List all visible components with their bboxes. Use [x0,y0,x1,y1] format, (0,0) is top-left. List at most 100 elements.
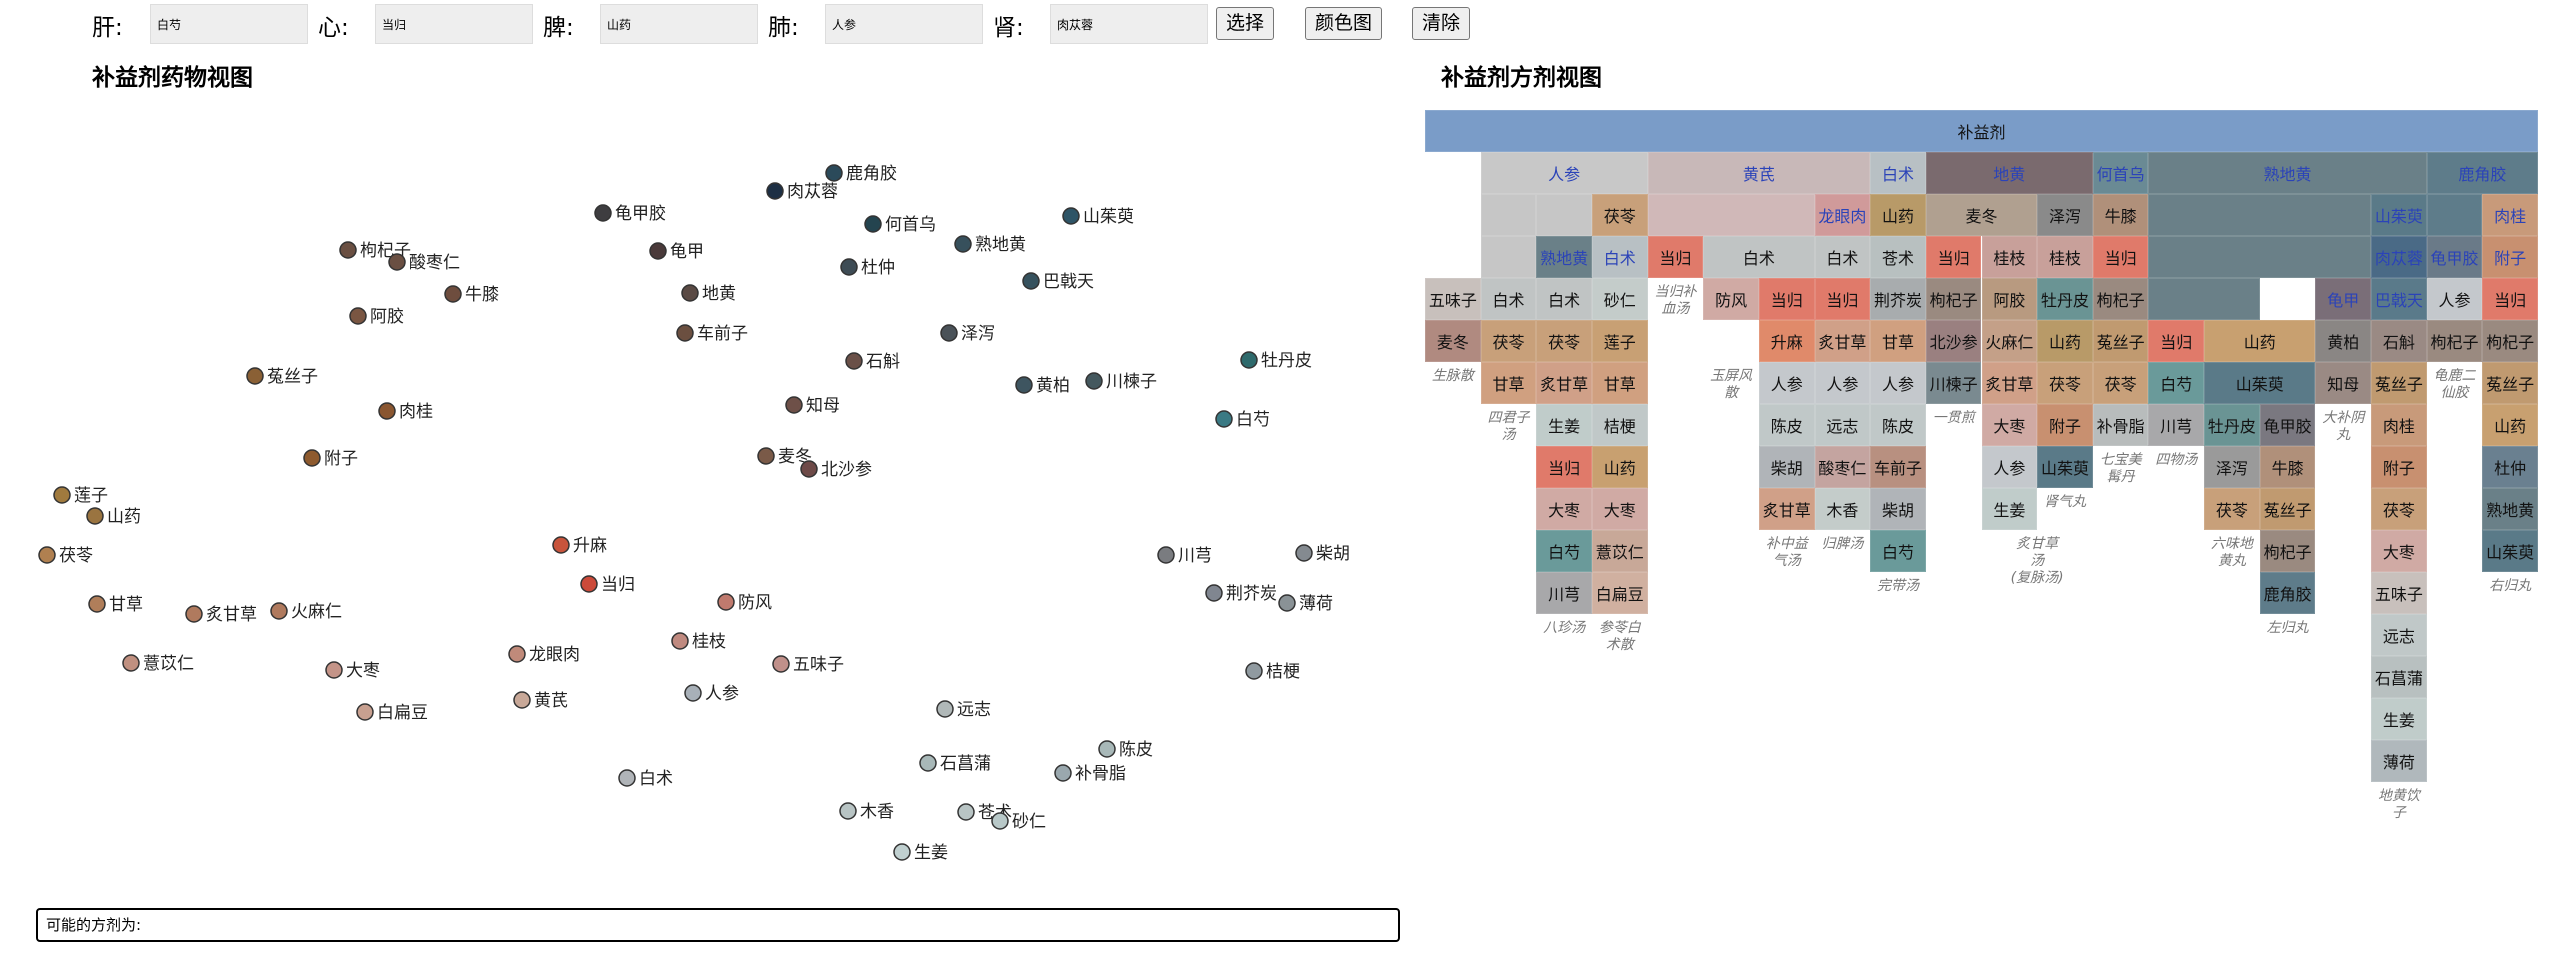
formula-cell[interactable] [2148,278,2260,320]
formula-name[interactable]: 生脉散 [1431,368,1474,384]
herb-node[interactable]: 薏苡仁 [122,654,194,674]
formula-cell[interactable]: 附子 [2371,446,2427,488]
formula-cell[interactable]: 黄芪 [1647,152,1871,194]
formula-cell[interactable]: 砂仁 [1591,278,1648,320]
formula-cell[interactable]: 甘草 [1591,362,1648,404]
formula-cell[interactable]: 桂枝 [2037,236,2093,278]
herb-node[interactable]: 防风 [717,593,772,613]
formula-cell[interactable]: 肉苁蓉 [2371,236,2427,278]
herb-dot[interactable] [684,684,702,702]
herb-node[interactable]: 石菖蒲 [919,754,991,774]
herb-node[interactable]: 五味子 [772,655,844,675]
formula-cell[interactable]: 甘草 [1480,362,1537,404]
heart-input[interactable]: 当归 [375,4,533,44]
formula-cell[interactable]: 人参 [1981,446,2038,488]
herb-dot[interactable] [1085,372,1103,390]
herb-dot[interactable] [766,182,784,200]
formula-cell[interactable]: 熟地黄 [2482,488,2538,530]
herb-node[interactable]: 砂仁 [991,812,1046,832]
formula-cell[interactable]: 白术 [1591,236,1648,278]
formula-cell[interactable]: 茯苓 [2204,488,2260,530]
herb-dot[interactable] [954,235,972,253]
formula-cell[interactable]: 远志 [2371,614,2427,656]
herb-dot[interactable] [676,324,694,342]
herb-node[interactable]: 山药 [86,507,141,527]
herb-dot[interactable] [185,605,203,623]
herb-dot[interactable] [681,284,699,302]
herb-dot[interactable] [618,769,636,787]
herb-dot[interactable] [246,367,264,385]
herb-dot[interactable] [1215,410,1233,428]
herb-dot[interactable] [349,307,367,325]
formula-cell[interactable]: 人参 [1814,362,1871,404]
formula-cell[interactable]: 枸杞子 [1925,278,1982,320]
formula-name[interactable]: 龟鹿二 仙胶 [2433,368,2476,401]
formula-cell[interactable]: 巴戟天 [2371,278,2427,320]
formula-cell[interactable]: 菟丝子 [2371,362,2427,404]
formula-cell[interactable]: 炙甘草 [1814,320,1871,362]
herb-node[interactable]: 龟甲 [649,242,704,262]
herb-dot[interactable] [840,258,858,276]
formula-cell[interactable]: 麦冬 [1425,320,1481,362]
herb-node[interactable]: 炙甘草 [185,605,257,625]
formula-name[interactable]: 六味地 黄丸 [2210,536,2253,569]
herb-node[interactable]: 酸枣仁 [388,253,460,273]
formula-cell[interactable]: 生姜 [1981,488,2038,530]
herb-node[interactable]: 生姜 [893,843,948,863]
herb-dot[interactable] [270,602,288,620]
formula-cell[interactable]: 鹿角胶 [2259,572,2316,614]
herb-node[interactable]: 桂枝 [671,632,726,652]
herb-dot[interactable] [508,645,526,663]
herb-node[interactable]: 肉苁蓉 [766,182,838,202]
formula-cell[interactable]: 熟地黄 [2148,152,2427,194]
formula-cell[interactable]: 茯苓 [2371,488,2427,530]
formula-cell[interactable]: 白扁豆 [1591,572,1648,614]
herb-dot[interactable] [757,447,775,465]
formula-cell[interactable]: 泽泻 [2204,446,2260,488]
formula-cell[interactable]: 当归 [1647,236,1704,278]
formula-cell[interactable]: 防风 [1703,278,1759,320]
formula-cell[interactable]: 大枣 [1536,488,1592,530]
herb-node[interactable]: 牡丹皮 [1240,351,1312,371]
formula-name[interactable]: 八珍汤 [1543,620,1586,636]
herb-node[interactable]: 陈皮 [1098,740,1153,760]
herb-node[interactable]: 木香 [839,802,894,822]
formula-cell[interactable]: 桔梗 [1591,404,1648,446]
formula-name[interactable]: 肾气丸 [2043,494,2086,510]
herb-dot[interactable] [893,843,911,861]
herb-node[interactable]: 阿胶 [349,307,404,327]
herb-node[interactable]: 当归 [580,575,635,595]
herb-dot[interactable] [772,655,790,673]
herb-dot[interactable] [552,536,570,554]
herb-dot[interactable] [88,595,106,613]
herb-dot[interactable] [936,700,954,718]
formula-cell[interactable]: 川芎 [2148,404,2205,446]
herb-node[interactable]: 地黄 [681,284,736,304]
formula-cell[interactable]: 当归 [2092,236,2149,278]
herb-node[interactable]: 补骨脂 [1054,764,1126,784]
formula-cell[interactable]: 柴胡 [1870,488,1926,530]
herb-dot[interactable] [940,324,958,342]
formula-cell[interactable]: 生姜 [2371,698,2427,740]
formula-cell[interactable]: 白芍 [2148,362,2205,404]
formula-cell[interactable]: 远志 [1814,404,1871,446]
herb-dot[interactable] [717,593,735,611]
herb-node[interactable]: 肉桂 [378,402,433,422]
herb-node[interactable]: 泽泻 [940,324,995,344]
formula-cell[interactable]: 炙甘草 [1981,362,2038,404]
formula-cell[interactable]: 茯苓 [2037,362,2093,404]
formula-cell[interactable]: 北沙参 [1925,320,1982,362]
formula-cell[interactable] [1480,194,1537,236]
herb-dot[interactable] [339,241,357,259]
lung-input[interactable]: 人参 [825,4,983,44]
formula-cell[interactable]: 山药 [2037,320,2093,362]
formula-cell[interactable]: 白术 [1536,278,1592,320]
formula-cell[interactable] [2426,194,2483,236]
herb-dot[interactable] [845,352,863,370]
formula-name[interactable]: 完带汤 [1877,578,1919,594]
formula-name[interactable]: 大补阴 丸 [2322,410,2365,443]
formula-cell[interactable] [1480,236,1537,278]
formula-name[interactable]: 四君子 汤 [1487,410,1530,443]
formula-cell[interactable] [1647,194,1815,236]
formula-cell[interactable]: 白术 [1703,236,1815,278]
